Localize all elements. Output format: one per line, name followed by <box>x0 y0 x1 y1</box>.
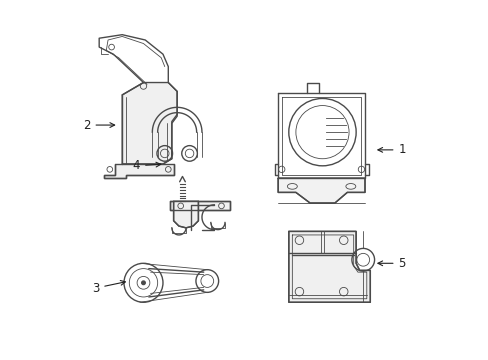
Polygon shape <box>170 201 230 210</box>
Polygon shape <box>278 178 364 203</box>
Text: 5: 5 <box>377 257 405 270</box>
Text: 4: 4 <box>132 159 161 172</box>
Polygon shape <box>288 231 369 302</box>
Text: 2: 2 <box>83 118 114 131</box>
Polygon shape <box>104 164 173 178</box>
Polygon shape <box>173 201 198 228</box>
Text: 1: 1 <box>377 143 405 156</box>
Text: 3: 3 <box>92 280 125 294</box>
Circle shape <box>142 281 145 284</box>
Polygon shape <box>122 82 177 164</box>
